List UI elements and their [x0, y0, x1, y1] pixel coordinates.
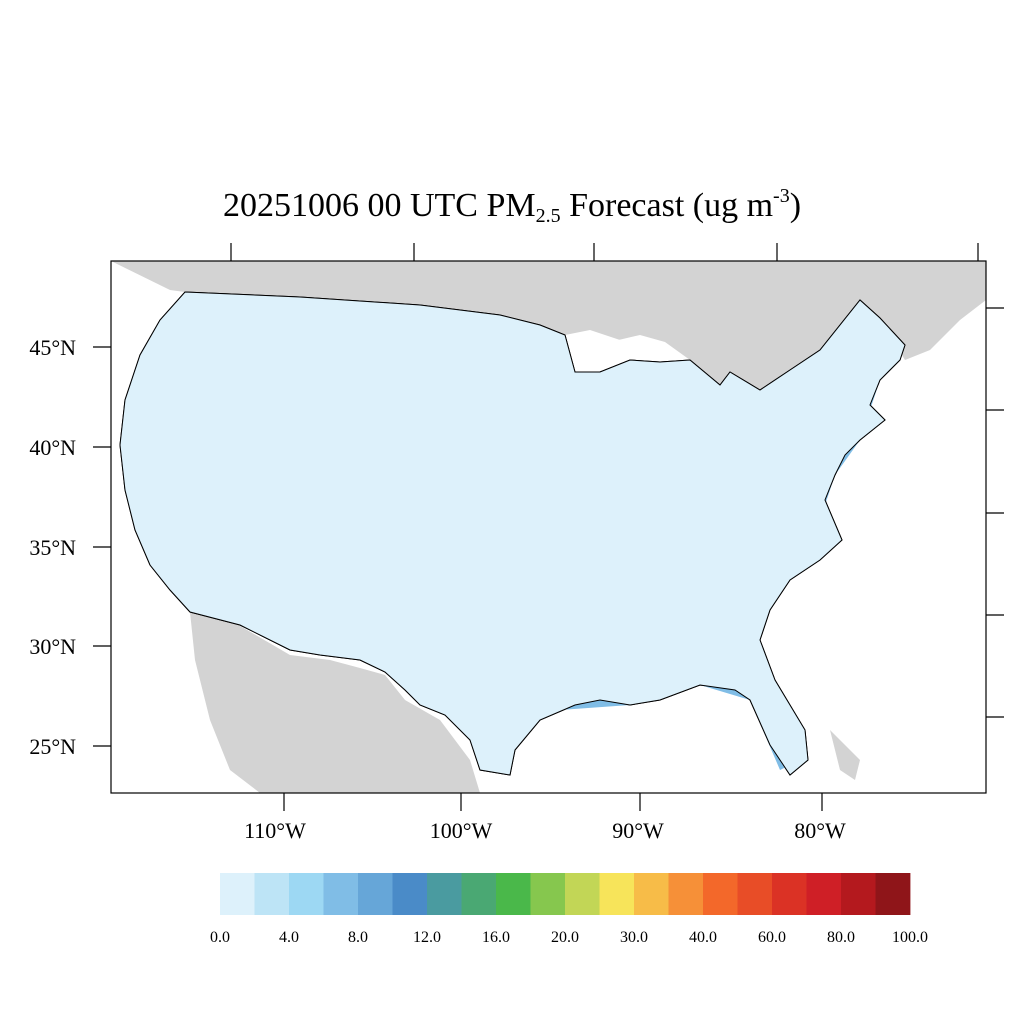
lat-label-30: 30°N	[29, 634, 76, 659]
colorbar-label: 20.0	[551, 929, 579, 946]
lat-label-25: 25°N	[29, 734, 76, 759]
lon-label-110: 110°W	[244, 818, 306, 843]
lat-label-45: 45°N	[29, 335, 76, 360]
right-ticks	[986, 307, 1004, 718]
colorbar-swatch	[634, 873, 669, 915]
left-ticks	[93, 346, 111, 747]
map-area	[111, 261, 986, 793]
colorbar-label: 12.0	[413, 929, 441, 946]
colorbar-swatch	[392, 873, 428, 915]
colorbar-swatch	[875, 873, 911, 915]
lon-label-90: 90°W	[612, 818, 664, 843]
colorbar-swatch	[599, 873, 635, 915]
lake-superior	[575, 335, 690, 372]
colorbar-label: 100.0	[892, 929, 928, 946]
top-ticks	[230, 243, 979, 261]
colorbar-label: 30.0	[620, 929, 648, 946]
colorbar-label: 40.0	[689, 929, 717, 946]
colorbar-label: 80.0	[827, 929, 855, 946]
colorbar-swatch	[565, 873, 600, 915]
colorbar-swatch	[461, 873, 497, 915]
colorbar-swatch	[289, 873, 324, 915]
bottom-ticks	[283, 793, 823, 811]
colorbar-swatch	[323, 873, 359, 915]
colorbar-swatch	[358, 873, 393, 915]
colorbar-swatch	[220, 873, 255, 915]
lat-label-40: 40°N	[29, 435, 76, 460]
lon-label-100: 100°W	[430, 818, 493, 843]
colorbar-swatch	[841, 873, 876, 915]
lat-label-35: 35°N	[29, 535, 76, 560]
colorbar-swatch	[772, 873, 807, 915]
colorbar-labels: 0.0 4.0 8.0 12.0 16.0 20.0 30.0 40.0 60.0 80.0 100…	[210, 929, 928, 946]
colorbar-swatch	[530, 873, 566, 915]
colorbar-swatch	[254, 873, 290, 915]
map-title: 20251006 00 UTC PM2.5 Forecast (ug m-3)	[222, 185, 802, 227]
colorbar-label: 0.0	[210, 929, 230, 946]
mexico-yucatan	[830, 730, 860, 780]
colorbar-swatch	[427, 873, 462, 915]
colorbar-label: 8.0	[348, 929, 368, 946]
colorbar	[220, 873, 911, 915]
colorbar-swatch	[806, 873, 842, 915]
colorbar-label: 4.0	[279, 929, 299, 946]
colorbar-label: 60.0	[758, 929, 786, 946]
lon-label-80: 80°W	[794, 818, 846, 843]
colorbar-swatch	[668, 873, 704, 915]
colorbar-label: 16.0	[482, 929, 510, 946]
map-frame	[110, 260, 987, 794]
colorbar-swatch	[737, 873, 773, 915]
colorbar-swatch	[496, 873, 531, 915]
colorbar-swatch	[703, 873, 738, 915]
mexico-land	[190, 612, 480, 793]
